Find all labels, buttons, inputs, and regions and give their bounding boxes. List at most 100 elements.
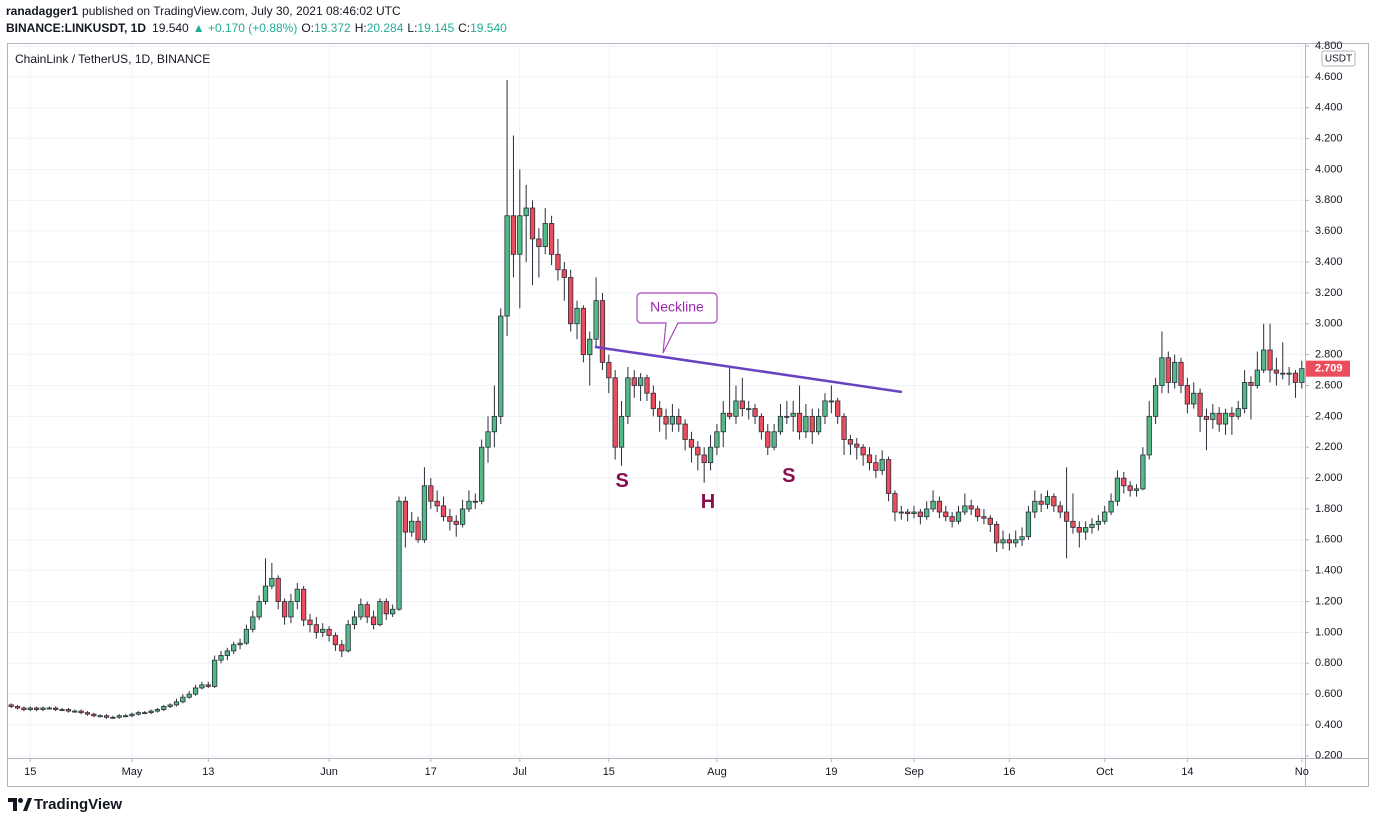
candle-body (828, 400, 834, 403)
candle-body (949, 516, 955, 522)
candle-body (892, 493, 898, 513)
candle-body (472, 500, 478, 503)
candle-body (364, 604, 370, 618)
x-tick-label: Jul (513, 766, 527, 778)
candle-body (1241, 382, 1248, 410)
candle-body (1038, 500, 1044, 505)
candle-body (1032, 500, 1038, 513)
candle-body (879, 459, 885, 471)
footer-brand: TradingView (34, 796, 122, 813)
candle-body (256, 601, 262, 618)
candle-body (676, 415, 682, 425)
candle-body (1267, 349, 1273, 371)
candle-body (885, 459, 892, 494)
candle-body (637, 377, 644, 386)
candle-body (288, 601, 294, 618)
candle-body (930, 500, 936, 510)
candle-body (847, 439, 854, 445)
candle-body (733, 400, 739, 417)
candle-body (262, 585, 269, 602)
x-tick-label: No (1295, 766, 1309, 778)
l-value: 19.145 (417, 21, 454, 35)
candle-body (396, 500, 402, 610)
candle-body (1299, 368, 1305, 383)
candle-body (1197, 392, 1203, 417)
candle-body (720, 412, 726, 433)
candle-body (307, 619, 313, 626)
candle-body (523, 207, 529, 217)
candle-body (1076, 527, 1082, 533)
candle-body (809, 415, 815, 433)
candle-body (199, 684, 205, 689)
h-value: 20.284 (367, 21, 404, 35)
candle-body (650, 392, 656, 410)
y-tick-label: 0.800 (1315, 657, 1343, 669)
y-tick-label: 4.200 (1315, 132, 1343, 144)
candle-body (409, 520, 415, 533)
candle-body (46, 707, 52, 710)
candle-body (746, 408, 752, 411)
publish-line: ranadagger1 published on TradingView.com,… (6, 4, 401, 18)
candle-body (212, 659, 218, 687)
candle-body (434, 500, 440, 507)
candle-body (873, 462, 879, 471)
candle-body (281, 601, 288, 618)
candle-body (1286, 372, 1292, 375)
candle-body (631, 377, 637, 386)
candle-body (1152, 385, 1159, 417)
candle-body (205, 684, 211, 687)
candle-body (116, 715, 122, 718)
candle-body (790, 412, 796, 417)
candle-body (21, 707, 27, 710)
candle-body (91, 713, 97, 717)
candle-body (612, 377, 618, 448)
candle-body (1013, 539, 1019, 544)
candle-body (1172, 361, 1178, 383)
candle-body (994, 523, 1000, 544)
published: published on TradingView.com, July 30, 2… (82, 4, 401, 18)
candle-body (27, 707, 33, 710)
candle-body (548, 223, 555, 255)
candle-body (981, 516, 987, 519)
candle-body (142, 712, 148, 715)
candle-body (593, 300, 599, 340)
candle-body (841, 415, 847, 440)
candle-body (1057, 505, 1063, 513)
candle-body (1108, 500, 1114, 513)
candle-body (955, 511, 962, 522)
y-tick-label: 2.400 (1315, 410, 1343, 422)
candle-body (1121, 477, 1127, 487)
candle-body (752, 408, 758, 417)
candle-body (231, 644, 237, 652)
candle-body (339, 644, 345, 652)
candle-body (485, 431, 491, 448)
symbol: BINANCE:LINKUSDT, 1D (6, 21, 146, 35)
neckline (594, 345, 903, 394)
candle-body (765, 431, 771, 448)
candle-body (173, 701, 180, 706)
candle-body (822, 400, 828, 417)
candle-body (498, 315, 504, 417)
currency: USDT (1325, 54, 1352, 65)
candle-body (1140, 454, 1146, 490)
author: ranadagger1 (6, 4, 78, 18)
candle-body (1044, 496, 1051, 505)
y-tick-label: 1.200 (1315, 595, 1343, 607)
candle-body (587, 338, 593, 356)
candle-body (542, 223, 548, 248)
candle-body (1273, 369, 1280, 374)
currency-box (1321, 50, 1356, 67)
candle-body (390, 608, 396, 615)
candle-body (65, 709, 72, 712)
o-label: O: (301, 21, 314, 35)
candle-body (243, 628, 250, 644)
candle-body (968, 505, 974, 510)
candle-body (568, 277, 574, 325)
candle-body (154, 709, 161, 712)
y-tick-label: 1.800 (1315, 503, 1343, 515)
y-tick-label: 2.200 (1315, 441, 1343, 453)
pattern-label: S (615, 470, 628, 492)
candle-body (860, 446, 866, 456)
candle-body (53, 707, 59, 710)
candle-body (186, 693, 192, 698)
